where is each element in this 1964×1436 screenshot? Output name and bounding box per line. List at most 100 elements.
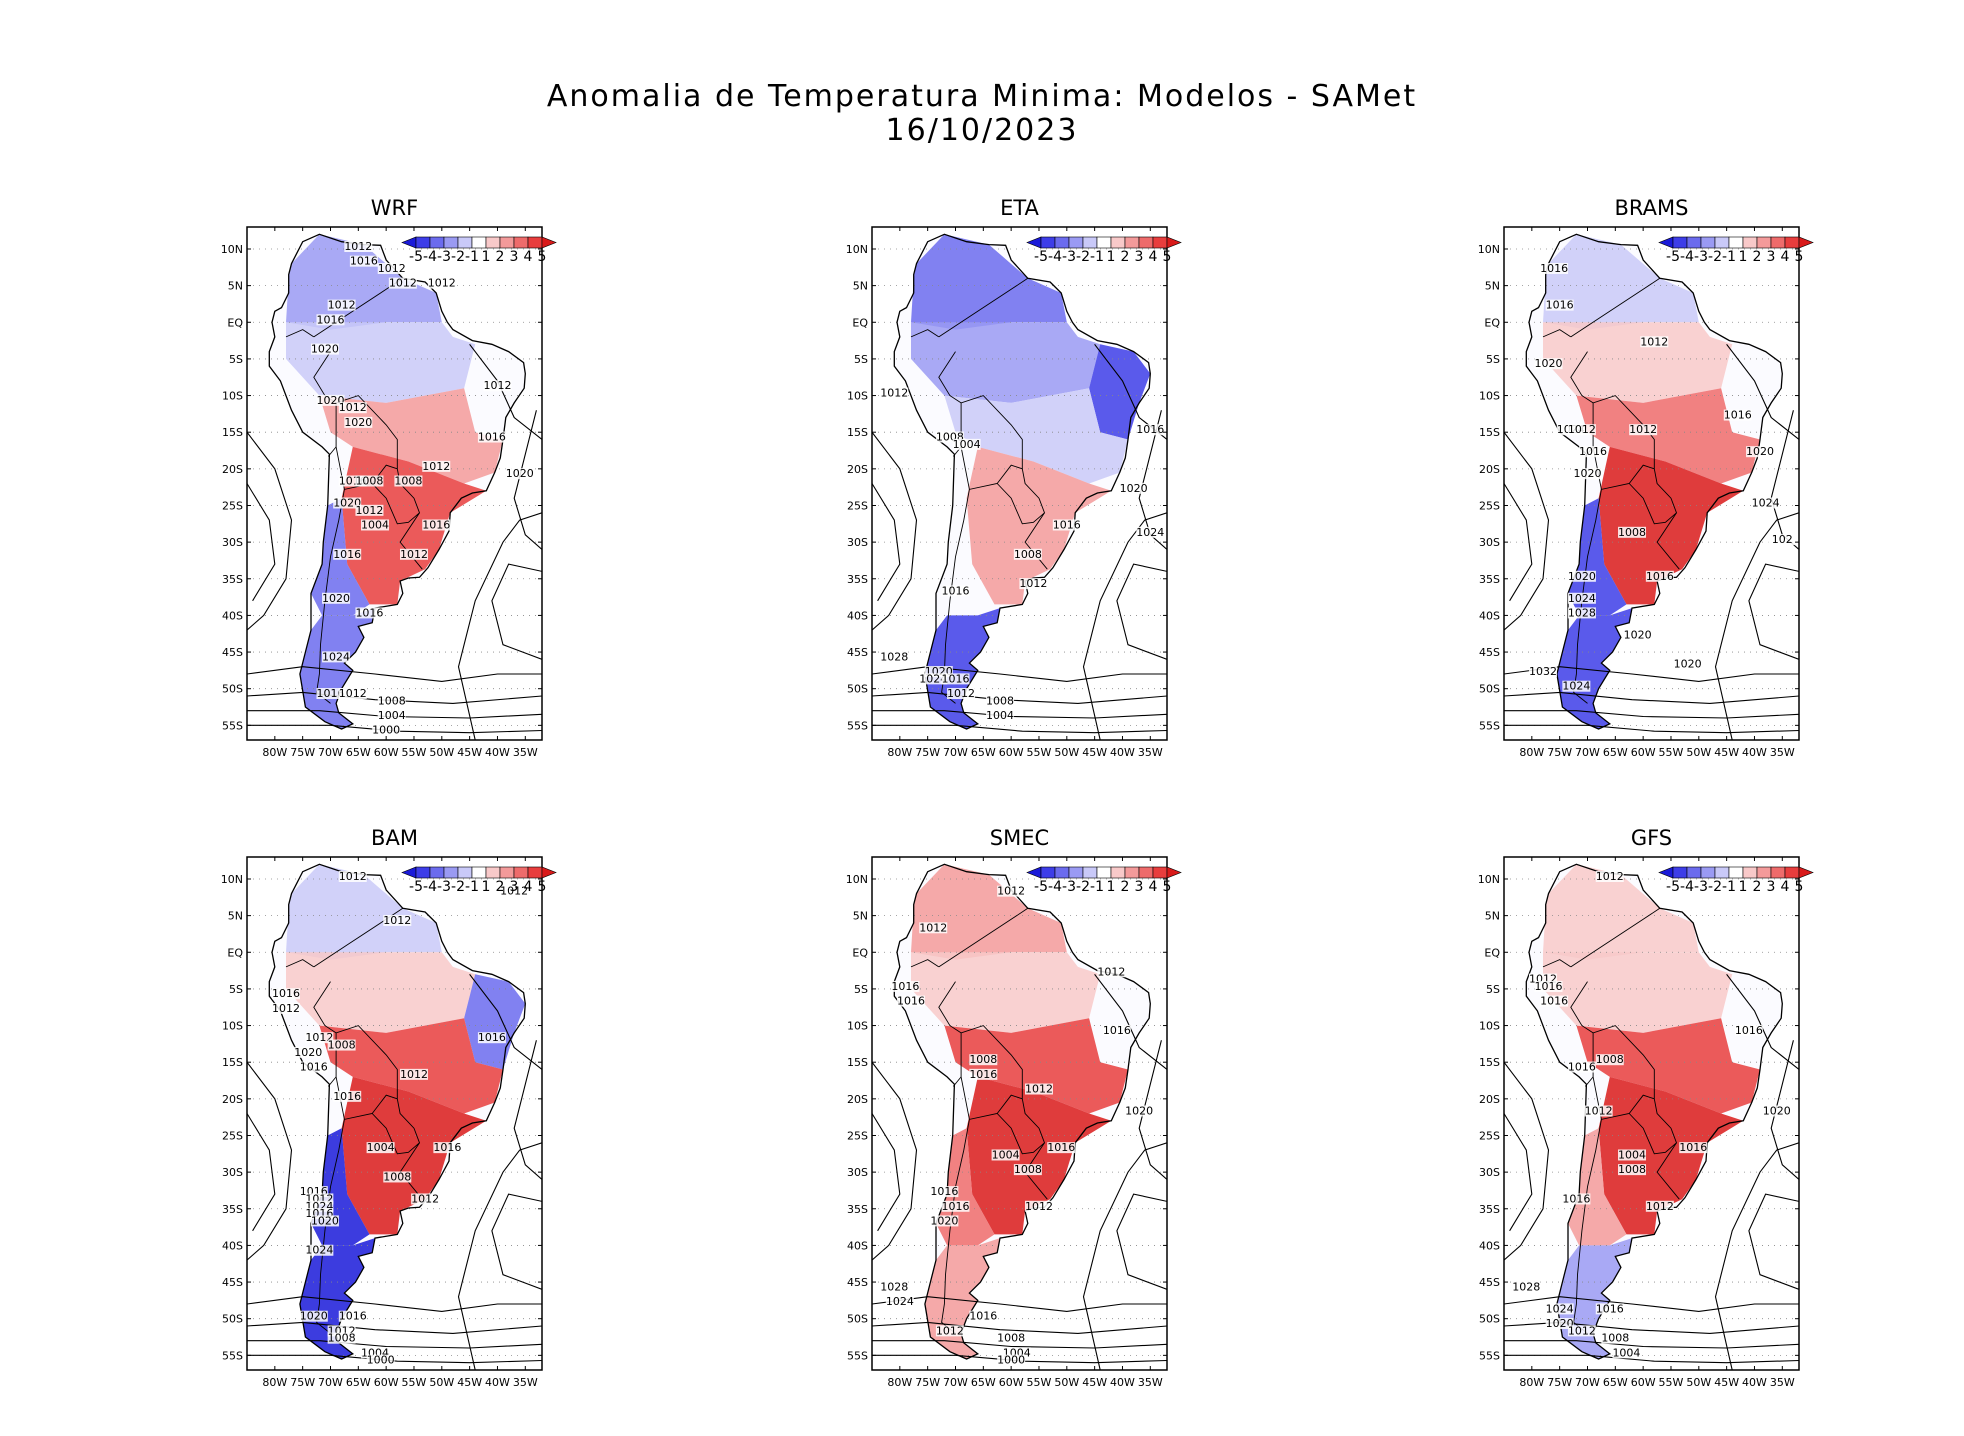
map-frame xyxy=(1503,856,1800,1371)
lat-label: 5N xyxy=(1485,910,1500,923)
lat-label: 55S xyxy=(222,719,243,732)
isobar-label-bg xyxy=(294,1046,323,1058)
lon-label: 40W xyxy=(1110,1376,1135,1389)
isobar-label: 1004 xyxy=(1618,1148,1646,1161)
colorbar-label: -2 xyxy=(451,879,465,895)
colorbar-label: 5 xyxy=(1795,879,1804,895)
map-frame xyxy=(246,226,543,741)
isobar-label-bg xyxy=(880,1281,909,1293)
isobar-label-bg xyxy=(1528,973,1557,985)
isobar-label: 1016 xyxy=(1047,1141,1075,1154)
colorbar-label: -4 xyxy=(423,249,437,265)
colorbar-swatch xyxy=(1082,866,1098,879)
isobar-label: 1012 xyxy=(483,379,511,392)
isobar-label-bg xyxy=(1645,570,1674,582)
figure-date: 16/10/2023 xyxy=(885,113,1079,148)
isobar-label-bg xyxy=(891,980,920,992)
colorbar-label: 4 xyxy=(1149,879,1158,895)
colorbar: -5 -4 -3 -2 -1 1 2 3 4 5 xyxy=(401,866,557,895)
isobar-label: 1012 xyxy=(378,262,406,275)
lat-label: 55S xyxy=(222,1349,243,1362)
lat-label: 20S xyxy=(222,463,243,476)
lat-label: 5S xyxy=(229,983,243,996)
lat-label: EQ xyxy=(227,316,243,329)
isobar-line xyxy=(872,666,1167,682)
colorbar-swatch xyxy=(485,866,501,879)
anomaly-region xyxy=(464,974,526,1070)
lat-label: 35S xyxy=(1479,1203,1500,1216)
isobar-label: 1020 xyxy=(1674,658,1702,671)
lat-label: 5N xyxy=(228,280,243,293)
isobar-label-bg xyxy=(1562,1193,1591,1205)
isobar-label: 1012 xyxy=(422,460,450,473)
lon-label: 65W xyxy=(971,1376,996,1389)
lon-label: 50W xyxy=(1054,746,1079,759)
isobar-label: 1020 xyxy=(322,592,350,605)
lat-label: 50S xyxy=(222,683,243,696)
country-border xyxy=(910,959,940,968)
country-border xyxy=(938,277,1029,338)
isobar-label: 1008 xyxy=(378,694,406,707)
colorbar: -5 -4 -3 -2 -1 1 2 3 4 5 xyxy=(1658,236,1814,265)
country-border xyxy=(371,483,420,525)
isobar-label-bg xyxy=(1534,358,1563,370)
isobar-label-bg xyxy=(1540,995,1569,1007)
colorbar-label: 3 xyxy=(1135,879,1144,895)
country-border xyxy=(285,959,315,968)
isobar-label-bg xyxy=(377,262,406,274)
isobar-label-bg xyxy=(930,1186,959,1198)
colorbar-label: 2 xyxy=(1753,879,1762,895)
colorbar-swatch xyxy=(1784,236,1800,249)
isobar-label: 1024 xyxy=(886,1295,914,1308)
colorbar-label: -4 xyxy=(423,879,437,895)
lat-label: 5N xyxy=(853,280,868,293)
isobar-label: 1020 xyxy=(1568,570,1596,583)
anomaly-region xyxy=(1598,446,1744,605)
colorbar-label: -4 xyxy=(1048,249,1062,265)
isobar-label: 1012 xyxy=(428,277,456,290)
isobar-label: 1012 xyxy=(383,914,411,927)
isobar-label-bg xyxy=(377,695,406,707)
isobar-label-bg xyxy=(327,1332,356,1344)
isobar-label: 1012 xyxy=(305,1031,333,1044)
isobar-label: 1020 xyxy=(930,1214,958,1227)
lat-label: 10N xyxy=(221,243,243,256)
isobar-line xyxy=(872,1113,901,1232)
isobar-label: 1020 xyxy=(1125,1105,1153,1118)
lat-label: 25S xyxy=(222,499,243,512)
colorbar-label: 4 xyxy=(1781,879,1790,895)
isobar-line xyxy=(872,1340,1167,1349)
isobar-label-bg xyxy=(1512,1281,1541,1293)
colorbar-swatch xyxy=(443,866,459,879)
isobar-label-bg xyxy=(322,651,351,663)
lat-label: 30S xyxy=(1479,536,1500,549)
isobar-label-bg xyxy=(271,988,300,1000)
colorbar-swatch xyxy=(1686,866,1702,879)
isobar-label-bg xyxy=(924,666,953,678)
isobar-label: 1012 xyxy=(1568,423,1596,436)
lon-label: 70W xyxy=(1575,1376,1600,1389)
panel-title: GFS xyxy=(1631,826,1672,850)
isobar-label-bg xyxy=(935,1325,964,1337)
colorbar-swatch xyxy=(1040,236,1056,249)
colorbar-swatch xyxy=(1054,236,1070,249)
isobar-label-bg xyxy=(305,1200,334,1212)
lon-label: 55W xyxy=(1659,1376,1684,1389)
lon-label: 50W xyxy=(429,746,454,759)
isobar-label: 1012 xyxy=(400,548,428,561)
colorbar-swatch xyxy=(457,236,473,249)
isobar-label: 1012 xyxy=(328,299,356,312)
anomaly-region xyxy=(1576,388,1760,484)
isobar-line xyxy=(247,1113,276,1232)
isobar-label: 1012 xyxy=(1585,1105,1613,1118)
map-frame xyxy=(1503,226,1800,741)
isobar-label-bg xyxy=(1119,482,1148,494)
colorbar-swatch xyxy=(1096,866,1112,879)
country-border xyxy=(1542,959,1572,968)
isobar-label: 1004 xyxy=(361,518,389,531)
colorbar-label: -3 xyxy=(1694,249,1708,265)
colorbar-swatch xyxy=(1714,866,1730,879)
colorbar-swatch xyxy=(1110,866,1126,879)
isobar-label-bg xyxy=(947,688,976,700)
